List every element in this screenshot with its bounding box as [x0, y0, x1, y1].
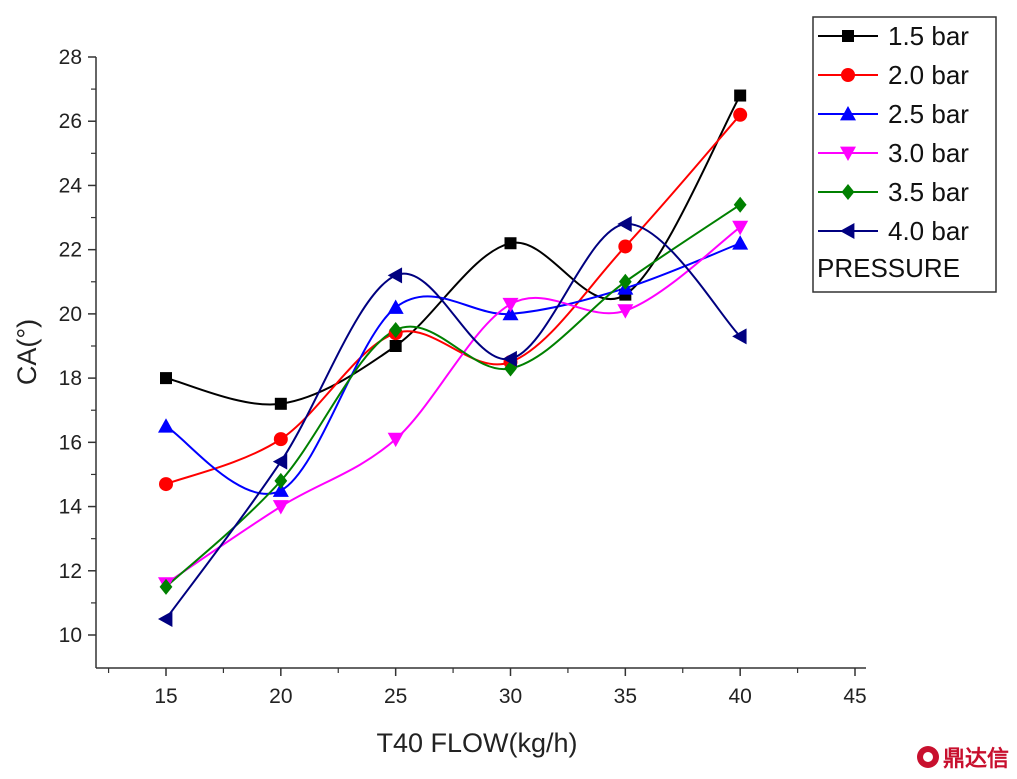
y-tick-label: 16 [59, 431, 82, 454]
series-line-1-5-bar [165, 95, 742, 406]
data-point-3-5-bar [733, 196, 747, 213]
data-point-3-5-bar [618, 273, 632, 290]
y-tick-label: 10 [59, 624, 82, 647]
legend-label-2-5-bar: 2.5 bar [888, 99, 969, 129]
series-line-3-5-bar [165, 203, 741, 588]
data-point-2-5-bar [158, 418, 174, 433]
x-tick-label: 45 [843, 685, 866, 708]
data-point-2-0-bar [733, 107, 748, 122]
legend-label-4-0-bar: 4.0 bar [888, 216, 969, 246]
legend-marker-3-5-bar [841, 184, 855, 200]
data-point-1-5-bar [389, 340, 402, 352]
data-point-2-5-bar [272, 482, 289, 497]
data-point-4-0-bar [272, 453, 288, 470]
data-point-3-5-bar [274, 472, 288, 489]
data-point-1-5-bar [160, 372, 172, 385]
legend-label-3-5-bar: 3.5 bar [888, 177, 969, 207]
y-tick-label: 22 [59, 239, 82, 262]
y-axis-title: CA(°) [12, 319, 42, 385]
data-point-4-0-bar [732, 328, 747, 345]
watermark: 鼎达信 [916, 741, 1009, 773]
x-tick-label: 25 [384, 685, 407, 708]
y-tick-label: 20 [59, 303, 82, 326]
data-point-3-0-bar [387, 432, 404, 448]
data-point-4-0-bar [502, 350, 517, 367]
legend-marker-3-0-bar [840, 146, 856, 161]
y-tick-label: 28 [59, 46, 82, 69]
legend-label-1-5-bar: 1.5 bar [888, 21, 969, 51]
data-point-3-0-bar [502, 297, 519, 313]
data-point-4-0-bar [158, 610, 173, 627]
data-point-1-5-bar [274, 397, 287, 410]
data-point-3-5-bar [159, 578, 173, 595]
data-point-2-5-bar [502, 305, 519, 321]
series-line-3-0-bar [165, 226, 741, 585]
x-tick-label: 20 [269, 685, 292, 708]
legend-title: PRESSURE [817, 253, 960, 283]
axes: 10 12 14 16 18 20 22 24 26 28 15 20 25 30 35 40 45 [59, 46, 867, 708]
x-axis-title: T40 FLOW(kg/h) [376, 728, 577, 758]
y-tick-label: 24 [59, 174, 83, 197]
legend-label-3-0-bar: 3.0 bar [888, 138, 969, 168]
data-point-2-0-bar [618, 239, 633, 254]
y-tick-label: 14 [59, 496, 83, 519]
data-point-1-5-bar [734, 89, 747, 102]
y-tick-label: 26 [59, 110, 82, 133]
x-tick-label: 15 [154, 685, 177, 708]
legend: 1.5 bar 2.0 bar 2.5 bar 3.0 bar 3.5 bar 4.0 b… [812, 16, 997, 293]
series-line-4-0-bar [165, 222, 741, 620]
data-point-4-0-bar [387, 267, 403, 284]
data-point-1-5-bar [504, 237, 517, 250]
legend-marker-4-0-bar [840, 223, 855, 239]
y-tick-label: 18 [59, 367, 82, 390]
data-point-3-0-bar [732, 220, 749, 236]
data-point-3-0-bar [617, 304, 634, 319]
legend-marker-2-0-bar [841, 68, 855, 82]
x-tick-label: 40 [728, 685, 751, 708]
x-tick-label: 35 [614, 685, 637, 708]
data-point-4-0-bar [617, 215, 632, 232]
legend-label-2-0-bar: 2.0 bar [888, 60, 969, 90]
data-point-2-0-bar [273, 432, 288, 447]
data-point-2-0-bar [159, 477, 173, 492]
series-line-2-0-bar [165, 114, 741, 486]
watermark-logo-icon [916, 746, 939, 768]
y-tick-label: 12 [59, 560, 82, 583]
legend-marker-2-5-bar [840, 106, 856, 121]
x-tick-label: 30 [499, 685, 522, 708]
data-point-2-5-bar [387, 299, 404, 314]
watermark-text: 鼎达信 [942, 747, 1009, 772]
data-point-2-5-bar [732, 235, 749, 250]
data-point-3-5-bar [389, 321, 403, 338]
series-line-2-5-bar [165, 242, 741, 495]
legend-box [812, 16, 997, 293]
legend-marker-1-5-bar [842, 30, 854, 42]
series-markers [158, 89, 749, 627]
data-point-3-0-bar [272, 500, 289, 515]
series-lines [165, 95, 742, 620]
